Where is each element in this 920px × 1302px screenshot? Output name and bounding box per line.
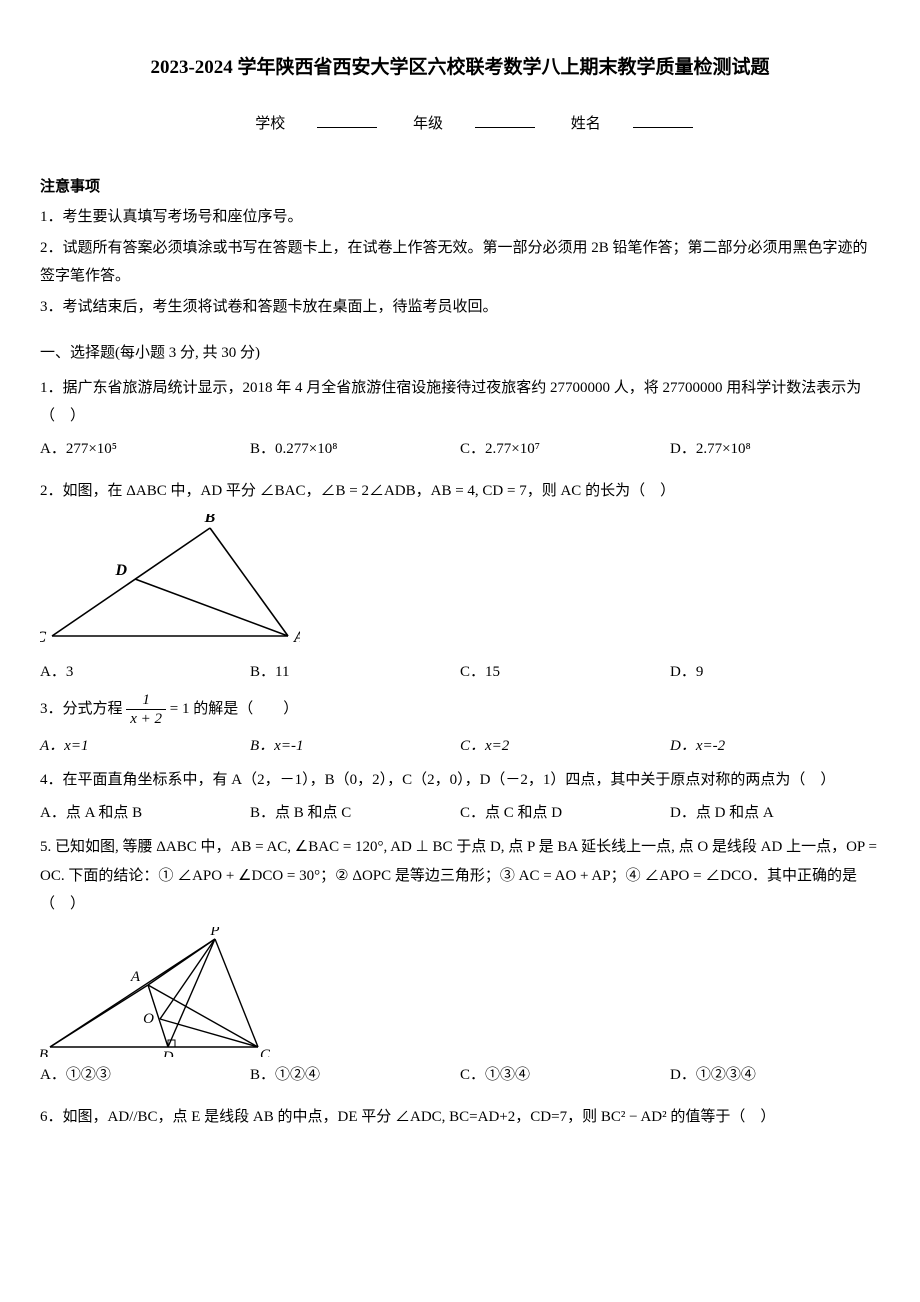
q1-choice-b[interactable]: B．0.277×10⁸ (250, 435, 460, 464)
name-label: 姓名 (571, 116, 601, 132)
section-1-heading: 一、选择题(每小题 3 分, 共 30 分) (40, 339, 880, 368)
svg-text:P: P (209, 927, 219, 939)
q4-choices: A．点 A 和点 B B．点 B 和点 C C．点 C 和点 D D．点 D 和… (40, 799, 880, 828)
question-2: 2．如图，在 ΔABC 中，AD 平分 ∠BAC，∠B = 2∠ADB，AB =… (40, 477, 880, 506)
q5-choice-b[interactable]: B．①②④ (250, 1061, 460, 1090)
q2-diagram: C A B D (40, 514, 880, 654)
question-1: 1．据广东省旅游局统计显示，2018 年 4 月全省旅游住宿设施接待过夜旅客约 … (40, 374, 880, 431)
question-6: 6．如图，AD//BC，点 E 是线段 AB 的中点，DE 平分 ∠ADC, B… (40, 1103, 880, 1132)
q5-choices: A．①②③ B．①②④ C．①③④ D．①②③④ (40, 1061, 880, 1090)
q4-choice-c[interactable]: C．点 C 和点 D (460, 799, 670, 828)
svg-text:B: B (40, 1047, 48, 1057)
q1-choices: A．277×10⁵ B．0.277×10⁸ C．2.77×10⁷ D．2.77×… (40, 435, 880, 464)
svg-text:C: C (260, 1047, 270, 1057)
svg-text:O: O (143, 1011, 154, 1027)
q5-choice-c[interactable]: C．①③④ (460, 1061, 670, 1090)
q3-choice-a[interactable]: A．x=1 (40, 732, 250, 761)
q4-choice-b[interactable]: B．点 B 和点 C (250, 799, 460, 828)
q4-choice-a[interactable]: A．点 A 和点 B (40, 799, 250, 828)
note-3: 3．考试结束后，考生须将试卷和答题卡放在桌面上，待监考员收回。 (40, 293, 880, 322)
note-1: 1．考生要认真填写考场号和座位序号。 (40, 203, 880, 232)
q3-post: = 1 的解是（ ） (170, 701, 298, 717)
q2-choice-c[interactable]: C．15 (460, 658, 670, 687)
q3-fraction: 1 x + 2 (126, 692, 166, 728)
q3-numerator: 1 (126, 692, 166, 710)
q3-denominator: x + 2 (126, 710, 166, 728)
q5-choice-d[interactable]: D．①②③④ (670, 1061, 880, 1090)
question-5: 5. 已知如图, 等腰 ΔABC 中，AB = AC, ∠BAC = 120°,… (40, 833, 880, 919)
q2-choice-d[interactable]: D．9 (670, 658, 880, 687)
q1-choice-d[interactable]: D．2.77×10⁸ (670, 435, 880, 464)
svg-text:A: A (293, 629, 300, 646)
question-3: 3．分式方程 1 x + 2 = 1 的解是（ ） (40, 692, 880, 728)
q3-pre: 3．分式方程 (40, 701, 123, 717)
school-label: 学校 (255, 116, 285, 132)
page-title: 2023-2024 学年陕西省西安大学区六校联考数学八上期末教学质量检测试题 (40, 50, 880, 86)
question-4: 4．在平面直角坐标系中，有 A（2，－1），B（0，2），C（2，0），D（－2… (40, 766, 880, 795)
q3-choices: A．x=1 B．x=-1 C．x=2 D．x=-2 (40, 732, 880, 761)
q2-choice-a[interactable]: A．3 (40, 658, 250, 687)
q3-choice-b[interactable]: B．x=-1 (250, 732, 460, 761)
q1-choice-a[interactable]: A．277×10⁵ (40, 435, 250, 464)
svg-text:B: B (204, 514, 216, 526)
student-info-line: 学校 年级 姓名 (40, 110, 880, 139)
name-blank[interactable] (633, 113, 693, 128)
q3-choice-c[interactable]: C．x=2 (460, 732, 670, 761)
notes-heading: 注意事项 (40, 173, 880, 202)
svg-text:C: C (40, 629, 46, 646)
q5-choice-a[interactable]: A．①②③ (40, 1061, 250, 1090)
svg-text:D: D (162, 1049, 174, 1057)
note-2: 2．试题所有答案必须填涂或书写在答题卡上，在试卷上作答无效。第一部分必须用 2B… (40, 234, 880, 291)
q1-choice-c[interactable]: C．2.77×10⁷ (460, 435, 670, 464)
q5-diagram: B C D A O P (40, 927, 880, 1057)
q2-choices: A．3 B．11 C．15 D．9 (40, 658, 880, 687)
svg-text:A: A (130, 969, 141, 985)
svg-text:D: D (114, 562, 127, 579)
grade-label: 年级 (413, 116, 443, 132)
grade-blank[interactable] (475, 113, 535, 128)
q3-choice-d[interactable]: D．x=-2 (670, 732, 880, 761)
q4-choice-d[interactable]: D．点 D 和点 A (670, 799, 880, 828)
q2-choice-b[interactable]: B．11 (250, 658, 460, 687)
school-blank[interactable] (317, 113, 377, 128)
